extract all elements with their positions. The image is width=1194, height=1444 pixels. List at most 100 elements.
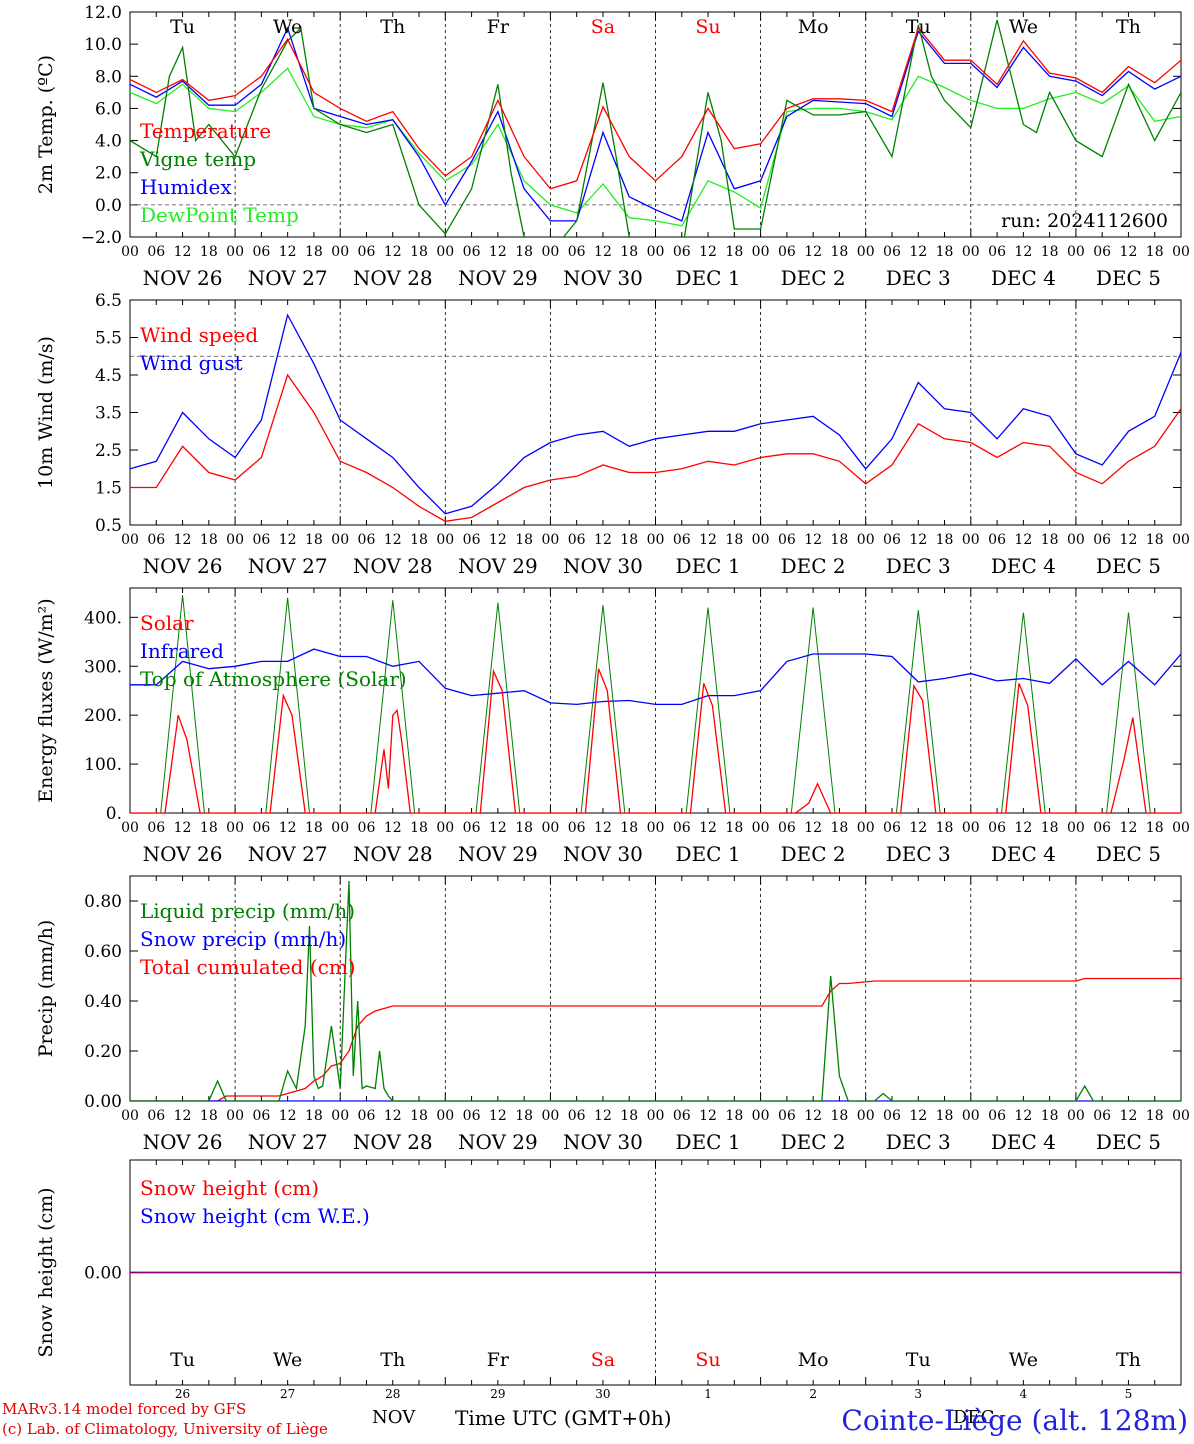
hour-tick-label: 06 bbox=[358, 1108, 376, 1124]
hour-tick-label: 18 bbox=[620, 244, 638, 260]
hour-tick-label: 00 bbox=[647, 1108, 665, 1124]
hour-tick-label: 06 bbox=[778, 532, 796, 548]
date-label: NOV 28 bbox=[353, 842, 433, 866]
day-number-label: 2 bbox=[809, 1387, 817, 1401]
hour-tick-label: 00 bbox=[541, 1108, 559, 1124]
hour-tick-label: 18 bbox=[1041, 532, 1059, 548]
date-label: NOV 26 bbox=[143, 1130, 223, 1154]
legend-entry: Total cumulated (cm) bbox=[140, 955, 356, 979]
hour-tick-label: 06 bbox=[778, 244, 796, 260]
hour-tick-label: 06 bbox=[463, 532, 481, 548]
day-name-label: Sa bbox=[591, 1349, 615, 1371]
hour-tick-label: 06 bbox=[568, 244, 586, 260]
hour-tick-label: 12 bbox=[1120, 532, 1138, 548]
hour-tick-label: 06 bbox=[883, 244, 901, 260]
y-tick-label: 0. bbox=[106, 804, 122, 824]
legend-entry: Humidex bbox=[140, 175, 232, 199]
hour-tick-label: 00 bbox=[1067, 532, 1085, 548]
date-label: NOV 27 bbox=[248, 554, 328, 578]
hour-tick-label: 00 bbox=[331, 532, 349, 548]
y-tick-label: 12.0 bbox=[84, 3, 122, 23]
y-tick-label: 6.0 bbox=[95, 99, 122, 119]
hour-tick-label: 12 bbox=[279, 1108, 297, 1124]
legend-entry: Infrared bbox=[140, 639, 224, 663]
hour-tick-label: 06 bbox=[358, 820, 376, 836]
hour-tick-label: 18 bbox=[725, 532, 743, 548]
hour-tick-label: 00 bbox=[962, 244, 980, 260]
hour-tick-label: 18 bbox=[200, 244, 218, 260]
hour-tick-label: 18 bbox=[620, 820, 638, 836]
date-label: DEC 2 bbox=[781, 266, 846, 290]
hour-tick-label: 18 bbox=[410, 532, 428, 548]
y-axis-label: Precip (mm/h) bbox=[35, 920, 57, 1058]
day-name-label: We bbox=[273, 1349, 302, 1371]
hour-tick-label: 00 bbox=[226, 1108, 244, 1124]
legend-entry: Liquid precip (mm/h) bbox=[140, 899, 355, 923]
series-line bbox=[130, 595, 1181, 813]
y-tick-label: 0.00 bbox=[84, 1264, 122, 1284]
panel-precip: 0.80 0.60 0.40 0.20 0.00 Precip (mm/h) Liquid … bbox=[35, 875, 1190, 1154]
y-tick-label: 4.0 bbox=[95, 132, 122, 152]
hour-tick-label: 00 bbox=[331, 820, 349, 836]
y-axis-label: 10m Wind (m/s) bbox=[35, 336, 57, 489]
series-line bbox=[130, 977, 1181, 1101]
hour-tick-label: 18 bbox=[1041, 1108, 1059, 1124]
y-tick-label: 6.5 bbox=[95, 291, 122, 311]
hour-tick-label: 06 bbox=[463, 820, 481, 836]
date-label: NOV 27 bbox=[248, 1130, 328, 1154]
date-label: DEC 1 bbox=[676, 842, 741, 866]
hour-tick-label: 00 bbox=[226, 820, 244, 836]
hour-tick-label: 12 bbox=[699, 244, 717, 260]
hour-tick-label: 00 bbox=[541, 244, 559, 260]
date-label: NOV 26 bbox=[143, 842, 223, 866]
hour-tick-label: 12 bbox=[594, 820, 612, 836]
date-label: NOV 28 bbox=[353, 554, 433, 578]
run-annotation: run: 2024112600 bbox=[1001, 210, 1168, 232]
y-tick-label: 5.5 bbox=[95, 329, 122, 349]
hour-tick-label: 12 bbox=[594, 244, 612, 260]
day-name-label: Tu bbox=[906, 1349, 931, 1371]
hour-tick-label: 06 bbox=[147, 1108, 165, 1124]
date-label: NOV 29 bbox=[458, 842, 538, 866]
hour-tick-label: 06 bbox=[1093, 820, 1111, 836]
date-label: NOV 28 bbox=[353, 1130, 433, 1154]
hour-tick-label: 00 bbox=[857, 244, 875, 260]
y-tick-label: 2.5 bbox=[95, 441, 122, 461]
hour-tick-label: 00 bbox=[752, 244, 770, 260]
hour-tick-label: 00 bbox=[962, 820, 980, 836]
date-label: NOV 27 bbox=[248, 266, 328, 290]
hour-tick-label: 18 bbox=[515, 820, 533, 836]
hour-tick-label: 06 bbox=[568, 532, 586, 548]
date-label: DEC 1 bbox=[676, 554, 741, 578]
date-label: NOV 26 bbox=[143, 266, 223, 290]
hour-tick-label: 06 bbox=[778, 1108, 796, 1124]
hour-tick-label: 00 bbox=[857, 1108, 875, 1124]
hour-tick-label: 12 bbox=[909, 532, 927, 548]
hour-tick-label: 06 bbox=[463, 244, 481, 260]
day-name-label: Su bbox=[695, 1349, 720, 1371]
hour-tick-label: 00 bbox=[436, 1108, 454, 1124]
date-label: NOV 29 bbox=[458, 554, 538, 578]
day-name-label: Tu bbox=[170, 1349, 195, 1371]
legend-entry: Temperature bbox=[140, 119, 271, 143]
hour-tick-label: 00 bbox=[1172, 532, 1190, 548]
day-name-label: Tu bbox=[906, 16, 931, 38]
day-number-label: 26 bbox=[175, 1387, 190, 1401]
hour-tick-label: 12 bbox=[909, 244, 927, 260]
hour-tick-label: 06 bbox=[252, 820, 270, 836]
panel-wind: 6.5 5.5 4.5 3.5 2.5 1.5 0.5 10m Wind (m/s) Wind … bbox=[35, 291, 1190, 578]
panel-frame bbox=[129, 299, 1182, 526]
hour-tick-label: 12 bbox=[1014, 1108, 1032, 1124]
day-number-label: 5 bbox=[1125, 1387, 1133, 1401]
day-name-label: Fr bbox=[487, 16, 510, 38]
hour-tick-label: 18 bbox=[200, 532, 218, 548]
panel-temperature: 12.0 10.0 8.0 6.0 4.0 2.0 0.0 −2.0 2m Temp. (ºC)… bbox=[35, 3, 1190, 290]
day-name-label: Fr bbox=[487, 1349, 510, 1371]
hour-tick-label: 18 bbox=[620, 1108, 638, 1124]
hour-tick-label: 06 bbox=[1093, 244, 1111, 260]
series-line bbox=[130, 313, 1181, 515]
hour-tick-label: 12 bbox=[384, 244, 402, 260]
hour-tick-label: 12 bbox=[699, 820, 717, 836]
hour-tick-label: 00 bbox=[121, 532, 139, 548]
hour-tick-label: 12 bbox=[909, 1108, 927, 1124]
